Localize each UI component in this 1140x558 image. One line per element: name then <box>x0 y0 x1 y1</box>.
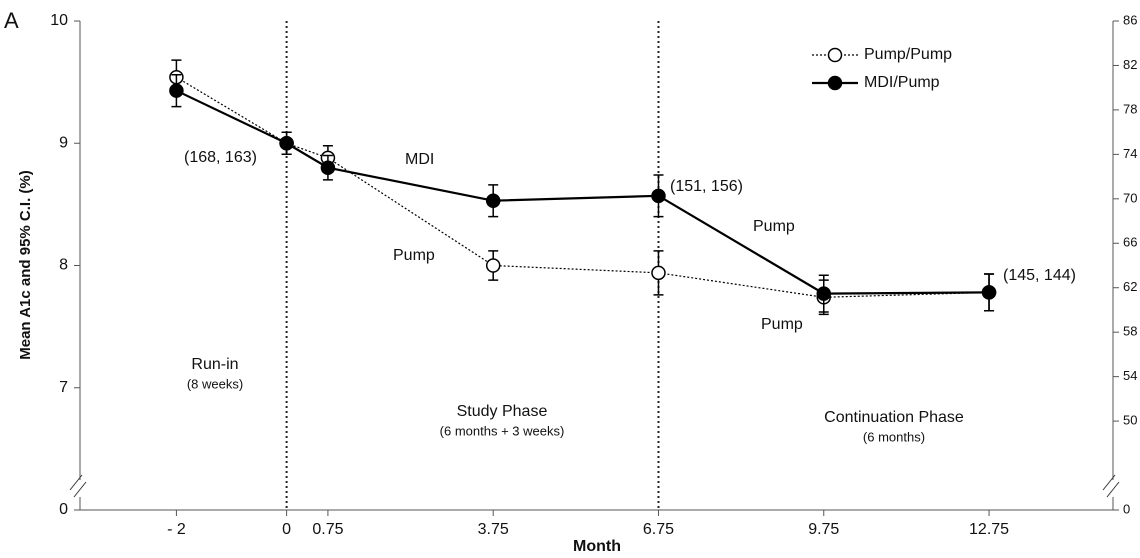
annotation: Pump <box>393 247 435 264</box>
point <box>651 188 666 204</box>
annotation: (145, 144) <box>1003 267 1076 284</box>
y-tick-label: 8 <box>59 257 68 274</box>
y2-tick-label: 78 <box>1123 101 1137 116</box>
point <box>485 258 501 273</box>
y2-tick-label: 0 <box>1123 501 1130 516</box>
y-axis-title: Mean A1c and 95% C.I. (%) <box>17 170 34 360</box>
axis-break <box>69 474 87 498</box>
y2-tick-label: 62 <box>1123 279 1137 294</box>
legend-label: Pump/Pump <box>864 46 952 63</box>
point <box>320 160 336 175</box>
axis-break <box>1102 474 1120 498</box>
annotation: Pump <box>761 316 803 333</box>
y2-tick-label: 54 <box>1123 368 1137 383</box>
y-tick-label: 9 <box>59 134 68 151</box>
x-tick-label: 12.75 <box>969 521 1009 538</box>
y-tick-label: 0 <box>59 501 68 518</box>
point <box>485 193 501 208</box>
phase-label: Continuation Phase <box>824 409 964 426</box>
panel-label: A <box>4 8 19 33</box>
phase-sublabel: (8 weeks) <box>187 376 243 391</box>
y2-tick-label: 66 <box>1123 235 1137 250</box>
point <box>169 83 184 98</box>
legend-marker <box>827 75 843 91</box>
legend-marker <box>827 47 843 63</box>
y-tick-label: 10 <box>50 12 68 29</box>
legend-label: MDI/Pump <box>864 74 940 91</box>
point <box>816 286 832 301</box>
annotation: MDI <box>405 151 434 168</box>
phase-sublabel: (6 months) <box>863 429 925 444</box>
y2-tick-label: 82 <box>1123 57 1137 72</box>
x-tick-label: - 2 <box>167 521 186 538</box>
x-tick-label: 0 <box>282 521 291 538</box>
y2-tick-label: 74 <box>1123 146 1137 161</box>
y2-tick-label: 50 <box>1123 413 1137 428</box>
series-line <box>175 89 990 295</box>
series-line <box>176 76 990 298</box>
annotation: (168, 163) <box>184 149 257 166</box>
x-tick-label: 9.75 <box>808 521 839 538</box>
x-tick-label: 3.75 <box>478 521 509 538</box>
annotation: (151, 156) <box>670 178 743 195</box>
y2-tick-label: 70 <box>1123 190 1137 205</box>
phase-sublabel: (6 months + 3 weeks) <box>440 423 565 438</box>
y-tick-label: 7 <box>59 379 68 396</box>
point <box>279 136 294 151</box>
x-tick-label: 6.75 <box>643 521 674 538</box>
phase-label: Study Phase <box>457 403 548 420</box>
y2-tick-label: 58 <box>1123 324 1137 339</box>
annotation: Pump <box>753 218 795 235</box>
x-tick-label: 0.75 <box>312 521 343 538</box>
phase-label: Run-in <box>191 356 238 373</box>
y2-tick-label: 86 <box>1123 12 1137 27</box>
point <box>651 265 666 281</box>
x-axis-title: Month <box>573 538 621 555</box>
point <box>981 285 997 300</box>
